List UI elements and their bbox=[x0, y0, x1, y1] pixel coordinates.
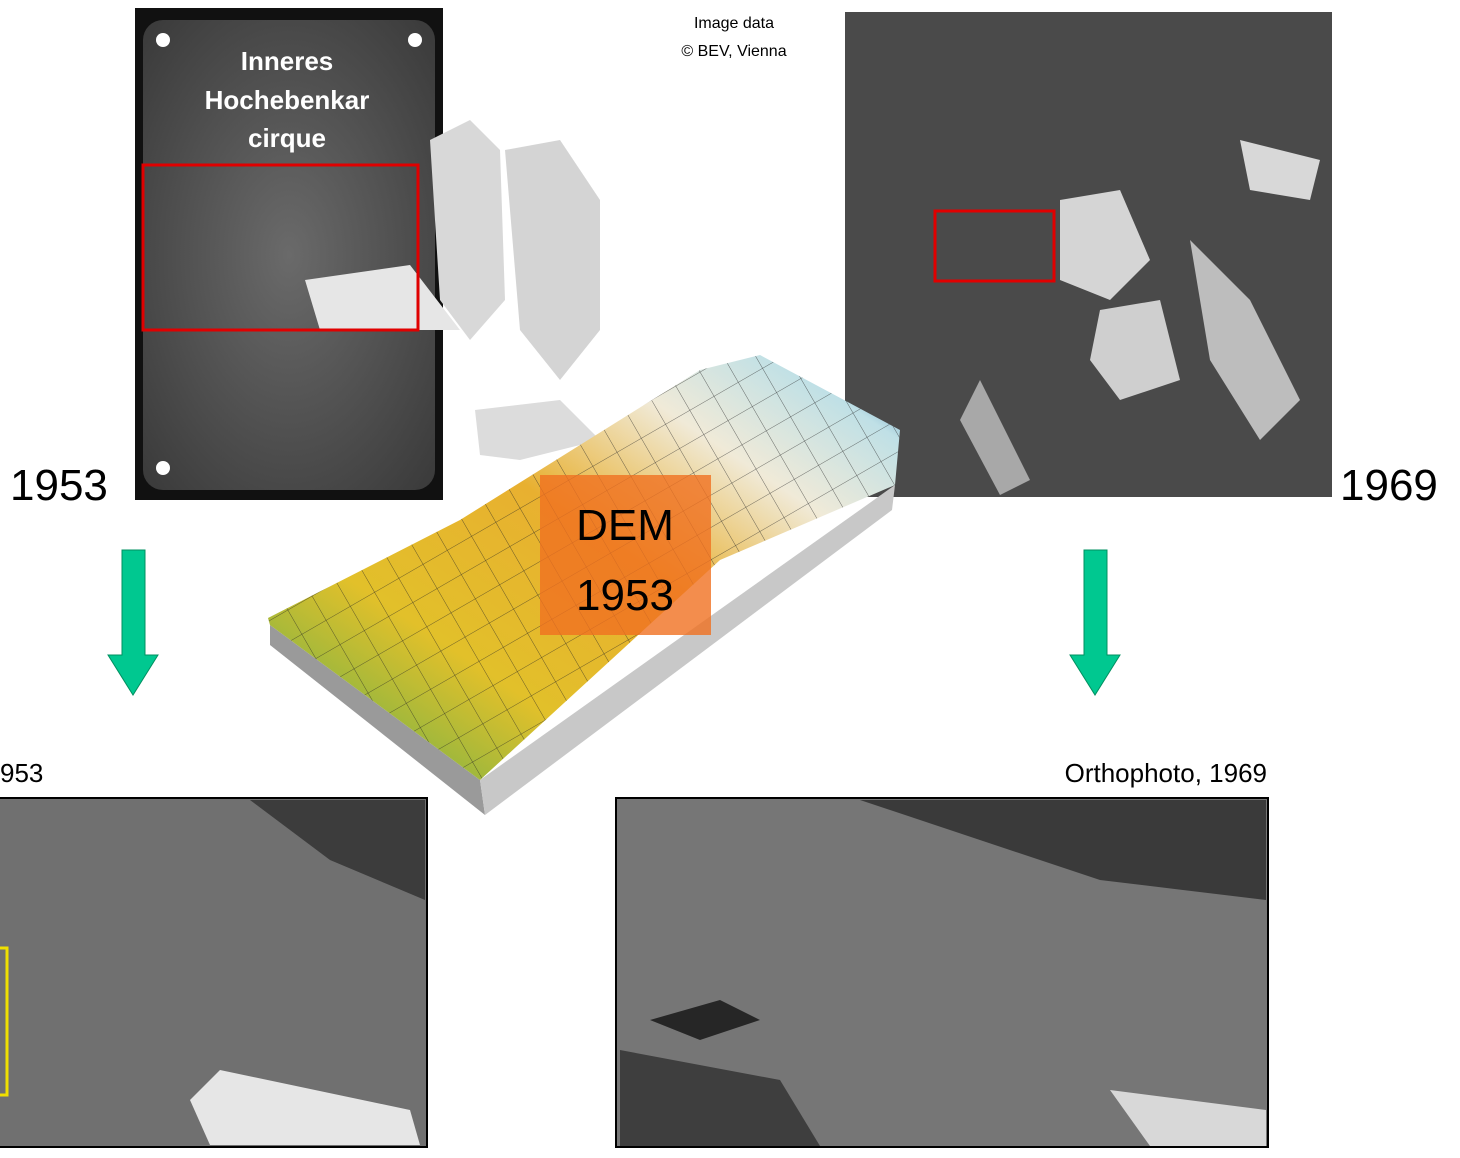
credit: Image data bbox=[694, 15, 774, 32]
credit: © BEV, Vienna bbox=[681, 43, 786, 60]
arrow bbox=[1069, 549, 1121, 696]
dem-model bbox=[268, 355, 900, 815]
dem-label: 1953 bbox=[576, 571, 674, 620]
orthophoto-1969 bbox=[615, 797, 1269, 1148]
orthophoto-1953 bbox=[0, 797, 428, 1148]
arrow bbox=[107, 549, 159, 696]
ortho-label: 953 bbox=[0, 758, 43, 788]
ortho-label: Orthophoto, 1969 bbox=[1065, 758, 1267, 788]
cirque-label: Inneres bbox=[241, 46, 334, 76]
dem-label: DEM bbox=[576, 501, 674, 550]
aerial-photo-1953 bbox=[135, 8, 600, 500]
year-label: 1953 bbox=[10, 461, 108, 510]
cirque-label: Hochebenkar bbox=[205, 85, 370, 115]
year-label: 1969 bbox=[1340, 461, 1438, 510]
aerial-photo-1969 bbox=[845, 12, 1332, 497]
cirque-label: cirque bbox=[248, 123, 326, 153]
